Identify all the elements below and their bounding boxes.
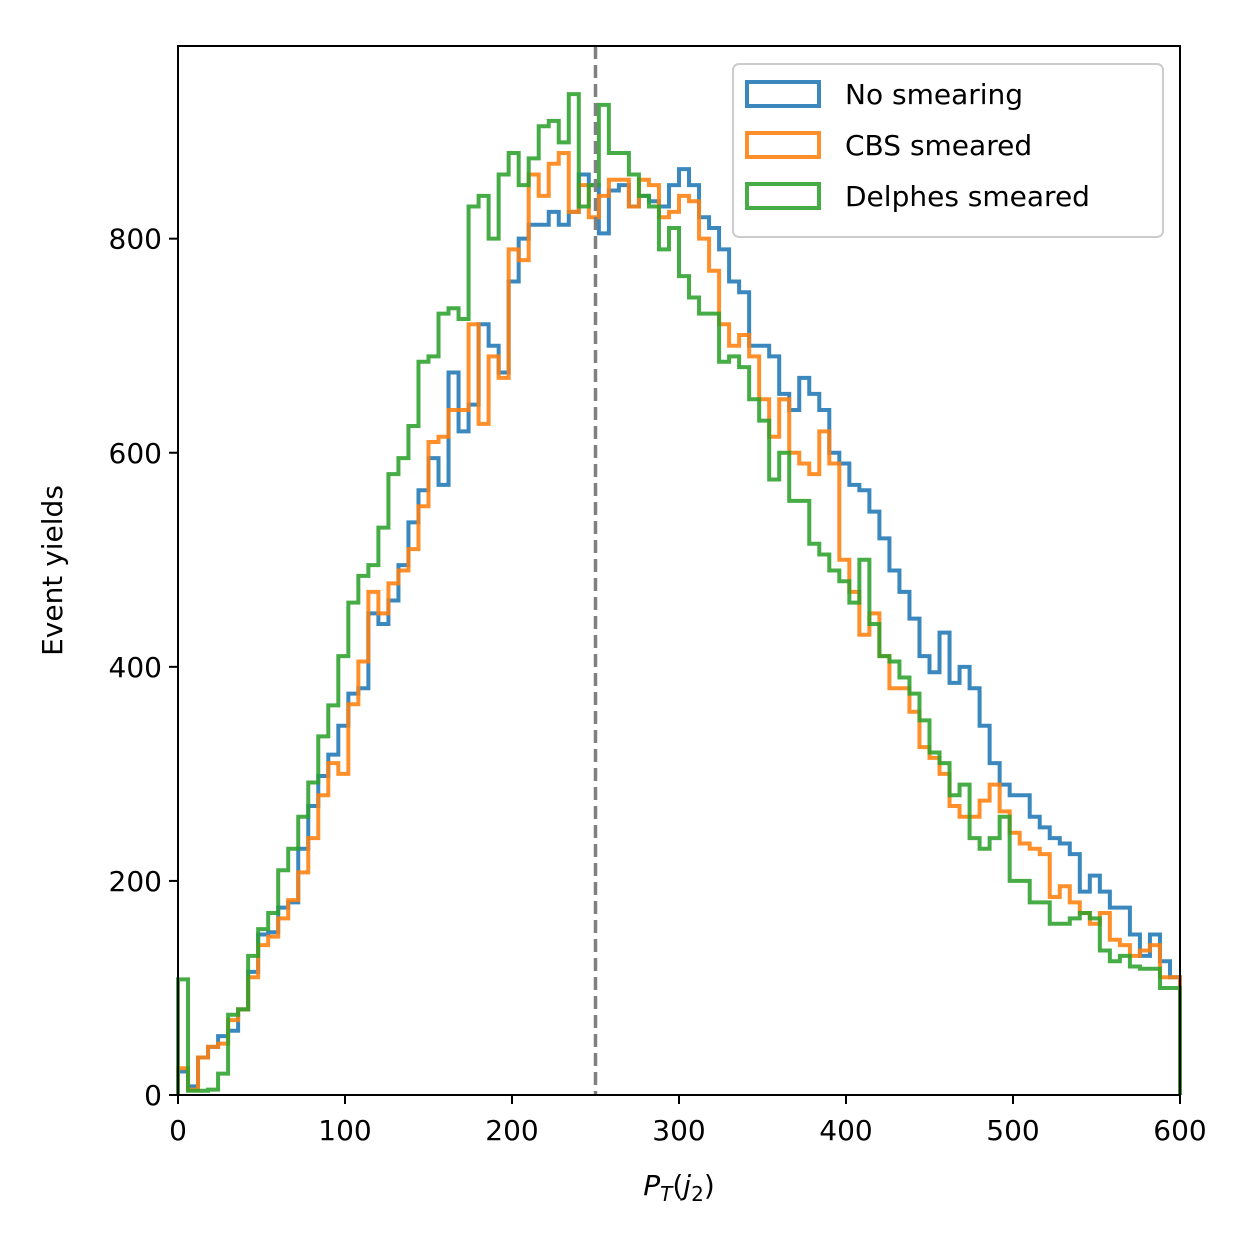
legend-label: No smearing: [845, 78, 1023, 111]
y-tick-label: 400: [109, 651, 162, 684]
y-tick-label: 200: [109, 865, 162, 898]
x-axis-label: PT(j2): [643, 1169, 715, 1206]
x-tick-label: 200: [485, 1114, 538, 1147]
legend: No smearing CBS smeared Delphes smeared: [732, 63, 1164, 238]
x-tick-label: 500: [986, 1114, 1039, 1147]
legend-label: CBS smeared: [845, 129, 1032, 162]
legend-swatch: [745, 80, 821, 108]
x-tick-label: 600: [1153, 1114, 1206, 1147]
legend-swatch: [745, 131, 821, 159]
y-axis-ticks: 0 200 400 600 800: [109, 223, 178, 1112]
series-layer: [176, 92, 1182, 1095]
y-tick-label: 600: [109, 437, 162, 470]
legend-swatch: [745, 182, 821, 210]
x-axis-ticks: 0 100 200 300 400 500 600: [169, 1095, 1207, 1147]
legend-label: Delphes smeared: [845, 180, 1090, 213]
series-line-1: [176, 167, 1182, 1095]
y-tick-label: 0: [144, 1079, 162, 1112]
series-line-2: [176, 151, 1182, 1095]
series-line-3: [176, 92, 1182, 1095]
legend-frame: [732, 63, 1164, 238]
x-tick-label: 100: [318, 1114, 371, 1147]
y-tick-label: 800: [109, 223, 162, 256]
x-tick-label: 0: [169, 1114, 187, 1147]
x-tick-label: 300: [652, 1114, 705, 1147]
x-tick-label: 400: [819, 1114, 872, 1147]
y-axis-label: Event yields: [36, 485, 69, 656]
